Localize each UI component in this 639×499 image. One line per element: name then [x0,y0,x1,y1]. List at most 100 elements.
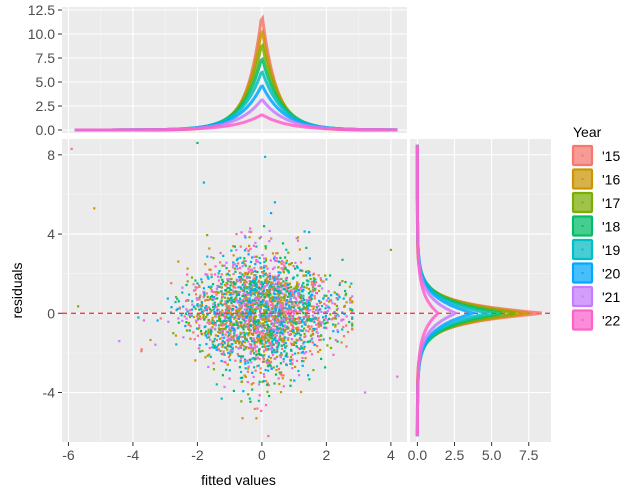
data-point [233,317,236,320]
data-point [219,276,222,279]
data-point [214,321,217,324]
data-point [325,294,328,297]
data-point [282,333,285,336]
data-point [327,297,330,300]
data-point [257,383,261,386]
data-point [272,276,276,279]
data-point [302,360,305,363]
data-point [279,296,283,299]
data-point [257,349,260,352]
data-point [348,320,351,324]
data-point [297,283,300,286]
data-point [334,314,337,317]
data-point [275,296,278,299]
data-point [217,327,220,330]
data-point [217,279,221,282]
data-point [228,293,231,296]
scatter-points [70,141,399,438]
data-point [186,280,189,283]
data-point [239,297,242,300]
data-point [300,329,303,332]
data-point [271,299,274,302]
data-point [243,275,246,278]
data-point [175,296,178,299]
data-point [268,363,271,367]
data-point [248,322,251,325]
data-point [270,283,273,286]
data-point [248,288,251,291]
data-point [195,286,198,289]
data-point [244,315,247,318]
data-point [255,332,258,335]
data-point [299,321,302,324]
data-point [227,337,230,340]
data-point [266,267,269,270]
data-point [303,352,306,355]
data-point [239,376,242,380]
density-curve-top [74,113,398,132]
data-point [227,351,230,355]
data-point [154,343,157,346]
data-point [289,329,292,332]
data-point [226,278,229,281]
data-point [231,322,234,325]
data-point [216,348,219,352]
data-point [264,317,267,321]
data-point [216,344,219,347]
top-y-tick-label: 10.0 [28,26,55,42]
data-point [277,289,280,293]
data-point [226,306,229,309]
data-point [243,283,246,286]
data-point [293,340,296,344]
data-point [245,319,248,323]
data-point [259,367,262,370]
data-point [242,390,245,393]
data-point [320,334,323,337]
data-point [234,281,237,284]
data-point [256,291,259,294]
data-point [222,350,225,353]
data-point [225,330,228,333]
data-point [211,316,214,319]
data-point [210,329,213,332]
data-point [292,296,295,299]
data-point [248,397,251,400]
data-point [255,285,258,288]
data-point [207,365,210,368]
data-point [231,299,234,302]
data-point [232,281,235,284]
data-point [214,291,217,294]
data-point [280,306,283,309]
data-point [228,377,231,380]
data-point [238,342,241,345]
data-point [264,259,268,262]
data-point [328,307,331,310]
data-point [259,304,262,308]
data-point [285,248,288,251]
data-point [265,277,268,280]
data-point [257,299,260,302]
data-point [289,263,292,266]
data-point [300,345,303,348]
data-point [270,237,273,240]
data-point [295,359,299,362]
data-point [183,315,186,318]
data-point [235,345,238,348]
data-point [292,318,295,321]
data-point [244,367,247,370]
data-point [204,263,207,266]
data-point [238,276,241,279]
data-point [274,321,277,324]
data-point [312,277,315,280]
data-point [284,282,287,285]
data-point [240,275,243,279]
data-point [220,273,223,276]
data-point [233,329,236,332]
data-point [313,278,316,281]
data-point [195,321,198,324]
data-point [320,357,323,360]
data-point [237,292,240,295]
data-point [206,234,209,237]
data-point [255,289,258,292]
data-point [256,323,259,326]
